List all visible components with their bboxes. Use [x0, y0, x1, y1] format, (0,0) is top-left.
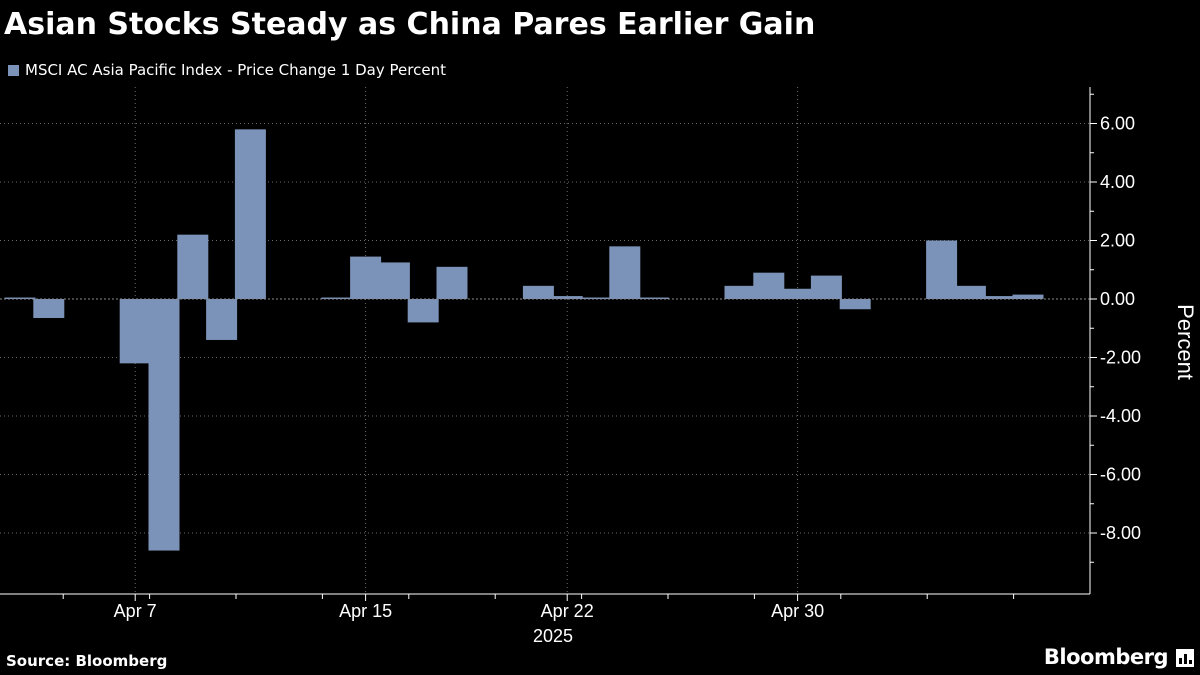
bar — [378, 262, 410, 299]
y-tick-label: 0.00 — [1100, 289, 1135, 309]
bar — [810, 275, 842, 299]
bar — [321, 297, 353, 299]
bar — [206, 299, 238, 340]
x-tick-label: Apr 30 — [771, 601, 824, 621]
bar — [782, 288, 814, 299]
bar — [177, 234, 209, 299]
y-tick-label: 6.00 — [1100, 114, 1135, 134]
y-tick-label: 2.00 — [1100, 231, 1135, 251]
bar — [609, 246, 641, 299]
y-tick-label: 4.00 — [1100, 172, 1135, 192]
bar — [148, 299, 180, 551]
bar — [551, 296, 583, 299]
bar — [4, 297, 36, 299]
legend-label: MSCI AC Asia Pacific Index - Price Chang… — [25, 61, 446, 79]
bar — [234, 129, 266, 299]
y-axis-label: Percent — [1173, 304, 1198, 380]
source-note: Source: Bloomberg — [6, 652, 168, 670]
x-tick-label: Apr 7 — [114, 601, 157, 621]
bar — [839, 299, 871, 310]
bloomberg-terminal-icon — [1176, 649, 1194, 667]
bar — [983, 296, 1015, 299]
bar — [407, 299, 439, 323]
legend: MSCI AC Asia Pacific Index - Price Chang… — [8, 60, 446, 80]
bar — [522, 285, 554, 299]
x-tick-label: Apr 15 — [339, 601, 392, 621]
y-tick-label: -6.00 — [1100, 465, 1141, 485]
legend-swatch — [8, 64, 19, 76]
bar — [119, 299, 151, 364]
bar — [753, 272, 785, 299]
bar — [350, 256, 382, 299]
bar — [954, 285, 986, 299]
bar — [724, 285, 756, 299]
x-tick-label: Apr 22 — [541, 601, 594, 621]
x-axis-label: 2025 — [533, 626, 573, 646]
bar — [33, 299, 65, 319]
bar — [436, 266, 468, 299]
bar — [580, 297, 612, 299]
bar — [926, 240, 958, 299]
bloomberg-logo: Bloomberg — [1043, 645, 1169, 669]
chart-title: Asian Stocks Steady as China Pares Earli… — [4, 7, 816, 42]
bar — [1012, 294, 1044, 299]
y-tick-label: -8.00 — [1100, 523, 1141, 543]
y-tick-label: -2.00 — [1100, 348, 1141, 368]
bar — [638, 297, 670, 299]
y-tick-label: -4.00 — [1100, 406, 1141, 426]
